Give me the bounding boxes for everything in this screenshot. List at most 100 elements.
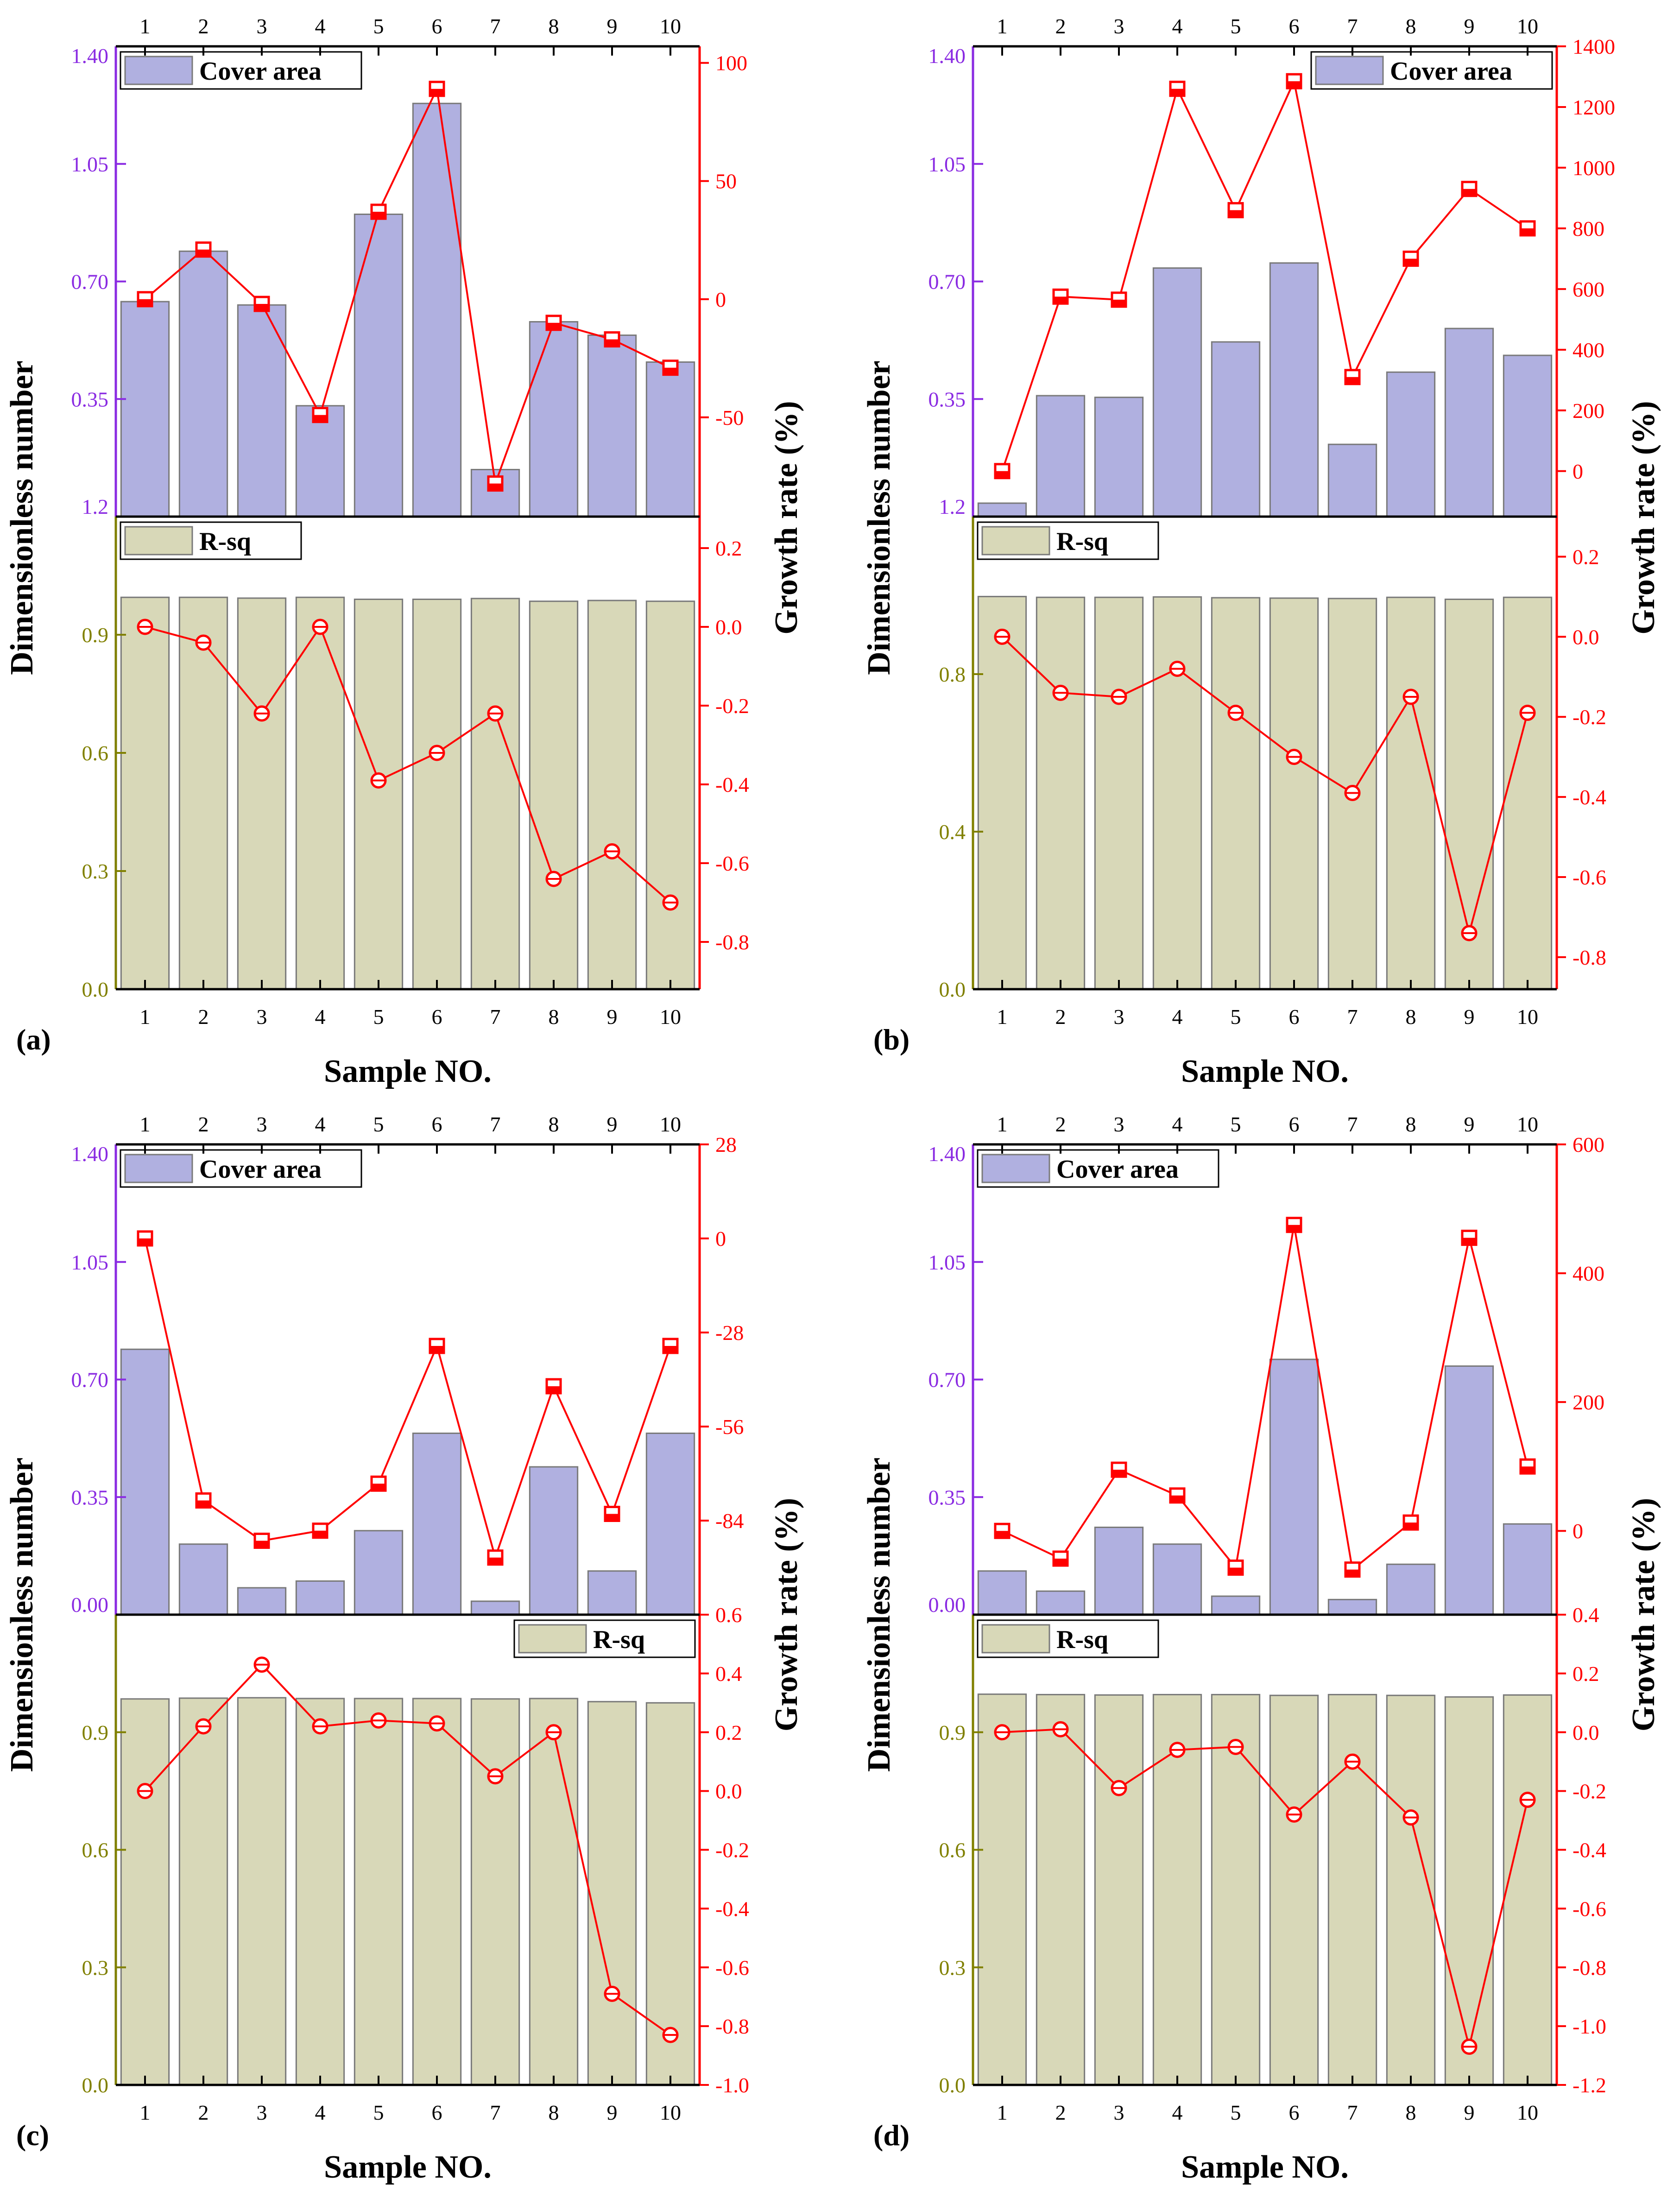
bottom-legend-swatch bbox=[981, 526, 1050, 556]
bottom-bar bbox=[178, 596, 228, 990]
bottom-bar bbox=[354, 599, 404, 990]
growth-marker-fill bbox=[1170, 1495, 1184, 1503]
bottom-subplot: 0.0 0.3 0.6 0.9 -1.0 -0.8 -0.6 -0.4 -0.2 0.0 0.2 0.… bbox=[82, 1603, 749, 2097]
right-tick-label: 600 bbox=[1573, 278, 1604, 301]
bottom-bar bbox=[645, 600, 695, 990]
right-tick-label: -28 bbox=[715, 1321, 744, 1345]
right-tick-label: 0.6 bbox=[715, 1603, 742, 1627]
top-bar bbox=[1503, 1523, 1553, 1616]
growth-marker-fill bbox=[1287, 1225, 1301, 1232]
bottom-bar bbox=[237, 1697, 287, 2086]
left-tick-label: 0.4 bbox=[939, 820, 966, 844]
top-x-tick-label: 10 bbox=[1517, 14, 1538, 38]
left-tick-label: 0.70 bbox=[71, 270, 109, 294]
bottom-bar bbox=[1444, 1696, 1494, 2086]
growth-marker-fill bbox=[255, 303, 269, 311]
bottom-x-tick-label: 4 bbox=[315, 2101, 326, 2124]
bottom-bar bbox=[178, 1697, 228, 2086]
growth-marker-fill bbox=[1054, 1559, 1067, 1566]
left-tick-label: 0.00 bbox=[928, 1593, 966, 1617]
top-x-tick-label: 8 bbox=[549, 14, 559, 38]
left-tick-label: 0.9 bbox=[82, 1721, 109, 1744]
top-x-tick-label: 10 bbox=[660, 1112, 681, 1136]
growth-marker-fill bbox=[1112, 299, 1126, 307]
right-tick-label: 0 bbox=[1573, 460, 1583, 483]
left-tick-label: 1.05 bbox=[71, 1250, 109, 1274]
bottom-x-tick-label: 10 bbox=[660, 2101, 681, 2124]
growth-marker-fill bbox=[1404, 259, 1418, 266]
left-tick-label: 0.35 bbox=[928, 1485, 966, 1509]
top-x-tick-label: 2 bbox=[198, 14, 209, 38]
bottom-bar bbox=[977, 596, 1027, 990]
top-legend-swatch bbox=[981, 1154, 1050, 1183]
right-tick-label: 0 bbox=[715, 288, 726, 311]
growth-marker-fill bbox=[663, 367, 677, 375]
growth-marker-fill bbox=[488, 1557, 502, 1565]
y-axis-title-right: Growth rate (%) bbox=[769, 401, 804, 634]
right-tick-label: 50 bbox=[715, 170, 737, 193]
y-axis-title-right: Growth rate (%) bbox=[769, 1498, 804, 1731]
top-x-tick-label: 9 bbox=[607, 1112, 618, 1136]
left-tick-label: 0.70 bbox=[928, 270, 966, 294]
top-bar bbox=[295, 1580, 345, 1616]
right-tick-label: 28 bbox=[715, 1133, 737, 1156]
right-tick-label: -0.6 bbox=[715, 1956, 749, 1979]
top-bar bbox=[1386, 1563, 1436, 1616]
growth-marker-fill bbox=[488, 483, 502, 491]
bottom-x-tick-label: 2 bbox=[198, 2101, 209, 2124]
bottom-bar bbox=[295, 596, 345, 990]
bottom-x-tick-label: 9 bbox=[1464, 2101, 1475, 2124]
top-bar bbox=[1094, 397, 1144, 518]
left-tick-label: 0.3 bbox=[939, 1956, 966, 1979]
bottom-x-tick-label: 8 bbox=[1406, 2101, 1416, 2124]
right-tick-label: -0.8 bbox=[1573, 1956, 1606, 1979]
right-tick-label: 0.2 bbox=[1573, 545, 1599, 568]
growth-marker-fill bbox=[1462, 1238, 1476, 1245]
bottom-bar bbox=[587, 1701, 637, 2086]
bottom-x-tick-label: 10 bbox=[1517, 1005, 1538, 1029]
right-tick-label: 600 bbox=[1573, 1133, 1604, 1156]
top-bar bbox=[645, 361, 695, 518]
top-bar bbox=[1036, 1590, 1086, 1616]
growth-marker-fill bbox=[1287, 81, 1301, 88]
left-tick-label: 1.2 bbox=[82, 495, 109, 518]
top-growth-line bbox=[1001, 78, 1528, 472]
bottom-x-tick-label: 1 bbox=[997, 1005, 1008, 1029]
right-tick-label: -0.6 bbox=[1573, 865, 1606, 889]
y-axis-title-left: Dimensionless number bbox=[861, 360, 897, 675]
top-bar bbox=[977, 1570, 1027, 1616]
bottom-x-tick-label: 1 bbox=[140, 2101, 151, 2124]
top-legend-swatch bbox=[124, 1154, 193, 1183]
right-tick-label: -0.4 bbox=[1573, 785, 1606, 809]
bottom-bar bbox=[1503, 1694, 1553, 2086]
left-tick-label: 0.00 bbox=[71, 1593, 109, 1617]
top-bar bbox=[1094, 1527, 1144, 1616]
y-axis-title-left: Dimensionless number bbox=[4, 360, 40, 675]
bottom-x-tick-label: 3 bbox=[1114, 1005, 1124, 1029]
bottom-x-tick-label: 7 bbox=[490, 2101, 501, 2124]
top-x-tick-label: 10 bbox=[660, 14, 681, 38]
growth-marker-fill bbox=[372, 1484, 385, 1491]
top-x-tick-label: 9 bbox=[1464, 14, 1475, 38]
bottom-x-tick-label: 3 bbox=[1114, 2101, 1124, 2124]
left-tick-label: 0.35 bbox=[71, 1485, 109, 1509]
right-tick-label: -0.2 bbox=[715, 694, 749, 718]
left-tick-label: 0.0 bbox=[939, 978, 966, 1001]
top-x-tick-label: 5 bbox=[1231, 1112, 1241, 1136]
bottom-bar bbox=[295, 1698, 345, 2086]
growth-marker-fill bbox=[138, 1238, 152, 1245]
top-x-tick-label: 6 bbox=[432, 14, 442, 38]
top-x-tick-label: 6 bbox=[1289, 14, 1300, 38]
top-x-tick-label: 6 bbox=[432, 1112, 442, 1136]
left-tick-label: 1.40 bbox=[71, 1142, 109, 1166]
top-x-tick-label: 8 bbox=[1406, 14, 1416, 38]
top-x-tick-label: 7 bbox=[490, 1112, 501, 1136]
top-legend-swatch bbox=[124, 56, 193, 85]
top-bar bbox=[354, 214, 404, 518]
right-tick-label: -0.4 bbox=[715, 1897, 749, 1920]
bottom-bar bbox=[237, 597, 287, 990]
right-tick-label: 1200 bbox=[1573, 95, 1615, 119]
right-tick-label: 0.0 bbox=[715, 1780, 742, 1803]
bottom-x-tick-label: 7 bbox=[490, 1005, 501, 1029]
